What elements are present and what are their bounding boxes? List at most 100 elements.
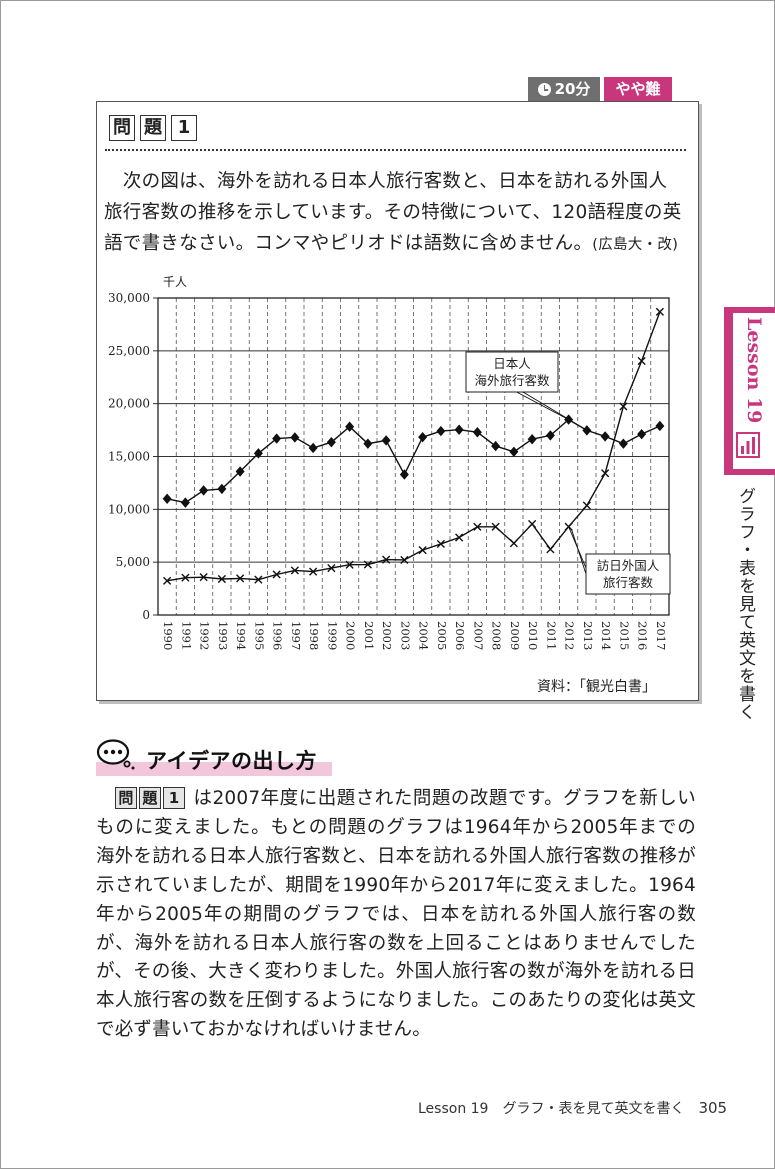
x-tick-label: 2000 xyxy=(344,621,358,650)
problem-citation: (広島大・改) xyxy=(592,237,679,253)
data-point-x xyxy=(363,560,372,569)
data-point-x xyxy=(455,533,464,542)
problem-ref-number: 1 xyxy=(163,787,186,809)
data-point-diamond xyxy=(509,446,519,457)
thought-bubble-icon xyxy=(96,739,135,770)
chart-source: 資料：「観光白書」 xyxy=(537,679,656,695)
x-tick-label: 1997 xyxy=(289,621,303,650)
data-point-diamond xyxy=(235,466,245,477)
data-point-diamond xyxy=(436,425,446,437)
data-point-x xyxy=(436,539,445,549)
data-point-diamond xyxy=(326,436,336,448)
data-point-diamond xyxy=(618,438,628,449)
data-point-x xyxy=(345,560,354,569)
x-tick-label: 1993 xyxy=(216,621,230,650)
data-point-diamond xyxy=(162,493,172,504)
problem-body: 次の図は、海外を訪れる日本人旅行客数と、日本を訪れる外国人旅行客数の推移を示して… xyxy=(104,171,682,254)
data-point-diamond xyxy=(527,434,537,445)
data-point-diamond xyxy=(272,433,282,444)
time-label: 20分 xyxy=(554,80,591,98)
idea-heading: アイデアの出し方 xyxy=(96,738,332,776)
x-tick-label: 2002 xyxy=(380,621,394,650)
problem-ref-char: 問 xyxy=(115,787,138,809)
data-point-x xyxy=(327,564,336,573)
clock-icon xyxy=(537,83,551,96)
x-tick-label: 2014 xyxy=(599,621,613,650)
y-tick-label: 0 xyxy=(142,608,150,622)
x-tick-label: 1994 xyxy=(234,621,248,650)
x-tick-label: 1991 xyxy=(179,621,193,650)
page-footer: Lesson 19 グラフ・表を見て英文を書く 305 xyxy=(418,1098,727,1118)
x-tick-label: 1999 xyxy=(325,621,339,650)
y-unit-label: 千人 xyxy=(163,275,187,289)
data-point-diamond xyxy=(308,442,318,454)
data-point-diamond xyxy=(290,432,300,443)
data-point-x xyxy=(418,546,427,555)
data-point-diamond xyxy=(491,440,501,452)
data-point-diamond xyxy=(418,431,428,443)
data-point-x xyxy=(272,570,281,579)
lesson-side-tab: Lesson 19 xyxy=(724,307,775,475)
data-point-diamond xyxy=(363,438,373,449)
series-label: 日本人 xyxy=(493,356,531,371)
data-point-diamond xyxy=(399,469,409,480)
dotted-divider xyxy=(105,149,686,151)
data-point-x xyxy=(491,522,500,531)
callout-box xyxy=(585,553,671,595)
problem-label-char: 問 xyxy=(109,115,135,141)
series-label: 訪日外国人 xyxy=(597,558,660,573)
difficulty-badge: やや難 xyxy=(604,77,672,101)
y-tick-label: 30,000 xyxy=(108,291,150,305)
data-point-x xyxy=(473,522,482,531)
idea-paragraph: は2007年度に出題された問題の改題です。グラフを新しいものに変えました。もとの… xyxy=(96,788,696,1041)
data-point-diamond xyxy=(545,430,555,441)
footer-text: Lesson 19 グラフ・表を見て英文を書く xyxy=(418,1101,685,1117)
x-tick-label: 2016 xyxy=(636,621,650,650)
data-point-x xyxy=(382,555,391,564)
data-point-diamond xyxy=(582,425,592,436)
callout-leader xyxy=(522,391,573,422)
x-tick-label: 1990 xyxy=(161,621,175,650)
data-point-x xyxy=(601,469,610,478)
side-tab-label: Lesson 19 xyxy=(733,313,775,469)
x-tick-label: 2004 xyxy=(417,621,431,650)
lesson-number: Lesson 19 xyxy=(743,317,765,424)
data-point-x xyxy=(637,356,646,366)
problem-text: 次の図は、海外を訪れる日本人旅行客数と、日本を訪れる外国人旅行客数の推移を示して… xyxy=(104,166,686,261)
data-point-x xyxy=(400,555,409,565)
data-point-diamond xyxy=(472,427,482,438)
x-tick-label: 2001 xyxy=(362,621,376,650)
x-tick-label: 2013 xyxy=(581,621,595,650)
heading-highlight xyxy=(96,762,332,776)
data-point-x xyxy=(655,307,664,316)
data-point-x xyxy=(528,519,537,529)
y-tick-label: 5,000 xyxy=(116,555,150,569)
data-point-diamond xyxy=(637,428,647,440)
x-tick-label: 2010 xyxy=(526,621,540,650)
problem-number: 1 xyxy=(171,115,197,141)
data-point-x xyxy=(199,573,208,582)
data-point-x xyxy=(546,545,555,554)
x-tick-label: 2015 xyxy=(617,621,631,650)
line-chart: 0 5,000 10,000 15,000 20,000 25,000 30,000 千人 19… xyxy=(108,275,671,650)
series-label: 旅行客数 xyxy=(603,575,654,590)
data-point-x xyxy=(582,501,591,510)
problem-ref-char: 題 xyxy=(139,787,162,809)
data-point-x xyxy=(509,539,518,548)
data-point-x xyxy=(290,566,299,575)
series-line xyxy=(166,311,661,582)
y-tick-label: 10,000 xyxy=(108,502,150,516)
callout-leader xyxy=(571,529,587,575)
x-tick-label: 2012 xyxy=(563,621,577,650)
data-point-diamond xyxy=(217,483,227,495)
x-tick-label: 1995 xyxy=(252,621,266,650)
lesson-subtitle: グラフ・表を見て英文を書く xyxy=(735,487,755,721)
x-tick-label: 2005 xyxy=(435,621,449,650)
bar-chart-icon xyxy=(736,432,760,458)
x-tick-label: 1998 xyxy=(307,621,321,650)
data-point-x xyxy=(309,567,318,576)
data-point-x xyxy=(619,402,628,411)
